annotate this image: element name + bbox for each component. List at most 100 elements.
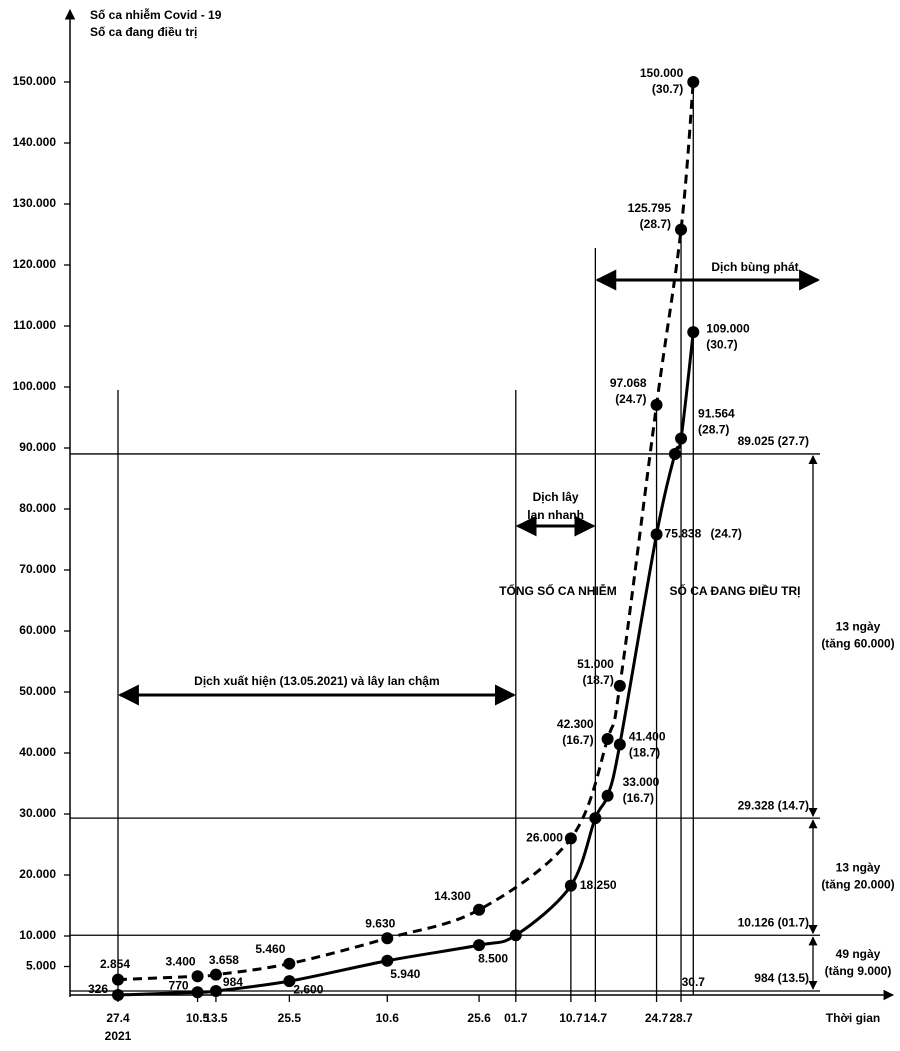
point xyxy=(564,879,577,892)
point xyxy=(687,76,700,88)
value-label: 91.564 xyxy=(698,407,735,421)
point xyxy=(209,968,222,981)
value-label: 150.000 xyxy=(640,66,684,80)
point xyxy=(191,986,204,999)
point xyxy=(589,812,602,825)
date-label: (16.7) xyxy=(562,733,593,747)
date-label: (18.7) xyxy=(582,673,613,687)
y-tick-label: 5.000 xyxy=(26,959,56,973)
x-tick-label: 10.5 xyxy=(186,1011,210,1025)
series-line xyxy=(117,81,695,982)
point xyxy=(381,932,394,945)
x-tick-label: 27.4 xyxy=(106,1011,130,1025)
y-tick-label: 80.000 xyxy=(19,501,56,515)
interval-label: 49 ngày xyxy=(836,947,881,961)
point xyxy=(601,789,614,802)
point xyxy=(650,528,663,541)
interval-label: 13 ngày xyxy=(836,620,881,634)
y-tick-label: 40.000 xyxy=(19,745,56,759)
reference-label: 89.025 (27.7) xyxy=(738,434,809,448)
point xyxy=(112,989,124,1002)
point xyxy=(473,903,486,916)
value-label: 984 xyxy=(223,975,243,989)
y-tick-label: 150.000 xyxy=(13,74,57,88)
value-label: 9.630 xyxy=(365,916,395,930)
y-tick-label: 10.000 xyxy=(19,928,56,942)
y-tick-label: 30.000 xyxy=(19,806,56,820)
point xyxy=(650,398,663,411)
interval-label: (tăng 60.000) xyxy=(821,637,894,651)
value-label: 3.658 xyxy=(209,953,239,967)
date-label: (30.7) xyxy=(652,82,683,96)
point xyxy=(613,679,626,692)
x-tick-label: 13.5 xyxy=(204,1011,228,1025)
value-label: 51.000 xyxy=(577,657,614,671)
value-label: 770 xyxy=(169,978,189,992)
phase-label: Dịch bùng phát xyxy=(711,260,798,274)
value-label: 3.400 xyxy=(166,954,196,968)
interval-label: (tăng 9.000) xyxy=(825,964,892,978)
series-line xyxy=(117,331,695,997)
point xyxy=(283,957,296,970)
value-label: 109.000 xyxy=(706,321,750,335)
phase-label: lan nhanh xyxy=(527,508,584,522)
x-year: 2021 xyxy=(105,1029,132,1043)
point xyxy=(191,970,204,983)
y-tick-label: 90.000 xyxy=(19,440,56,454)
y-tick-label: 20.000 xyxy=(19,867,56,881)
value-label: 41.400 xyxy=(629,730,666,744)
value-label: 326 xyxy=(88,982,108,996)
value-label: 26.000 xyxy=(526,831,563,845)
x-tick-label: 25.6 xyxy=(467,1011,491,1025)
y-tick-label: 140.000 xyxy=(13,135,57,149)
x-tick-label: 25.5 xyxy=(278,1011,302,1025)
date-label: (28.7) xyxy=(698,423,729,437)
value-label: 8.500 xyxy=(478,951,508,965)
phase-label: Dịch xuất hiện (13.05.2021) và lây lan c… xyxy=(194,674,439,688)
point xyxy=(613,738,626,751)
y-tick-label: 100.000 xyxy=(13,379,57,393)
y-tick-label: 110.000 xyxy=(13,318,56,332)
interval-label: (tăng 20.000) xyxy=(821,877,894,891)
y-tick-label: 60.000 xyxy=(19,623,56,637)
point xyxy=(283,975,296,988)
value-label: 33.000 xyxy=(623,775,660,789)
date-label: (30.7) xyxy=(706,337,737,351)
series-name: SỐ CA ĐANG ĐIỀU TRỊ xyxy=(670,583,801,598)
value-label: 5.940 xyxy=(390,967,420,981)
point xyxy=(112,973,124,986)
y-tick-label: 50.000 xyxy=(19,684,56,698)
date-label: (24.7) xyxy=(711,527,742,541)
point xyxy=(687,326,700,339)
x-tick-label: 24.7 xyxy=(645,1011,669,1025)
reference-label: 29.328 (14.7) xyxy=(738,798,809,812)
value-label: 42.300 xyxy=(557,717,594,731)
reference-label: 10.126 (01.7) xyxy=(738,915,809,929)
point xyxy=(473,939,486,952)
x-tick-label: 01.7 xyxy=(504,1011,528,1025)
date-label: (18.7) xyxy=(629,746,660,760)
y-title: Số ca đang điều trị xyxy=(90,25,197,39)
value-label: 75.838 xyxy=(665,527,702,541)
point xyxy=(668,447,681,460)
point xyxy=(564,832,577,845)
x-tick-label: 28.7 xyxy=(669,1011,693,1025)
y-tick-label: 130.000 xyxy=(13,196,57,210)
value-label: 2.600 xyxy=(293,982,323,996)
y-tick-label: 70.000 xyxy=(19,562,56,576)
value-label: 18.250 xyxy=(580,878,617,892)
x-tick-label: 10.6 xyxy=(376,1011,400,1025)
y-title: Số ca nhiễm Covid - 19 xyxy=(90,7,222,22)
interval-label: 13 ngày xyxy=(836,860,881,874)
point xyxy=(601,732,614,745)
date-label: (16.7) xyxy=(623,791,654,805)
reference-label: 984 (13.5) xyxy=(754,971,809,985)
value-label: 5.460 xyxy=(255,942,285,956)
value-label: 14.300 xyxy=(434,889,471,903)
point xyxy=(675,223,688,236)
series-name: TỔNG SỐ CA NHIỄM xyxy=(499,583,617,598)
x-title: Thời gian xyxy=(826,1011,881,1025)
date-label: (24.7) xyxy=(615,392,646,406)
